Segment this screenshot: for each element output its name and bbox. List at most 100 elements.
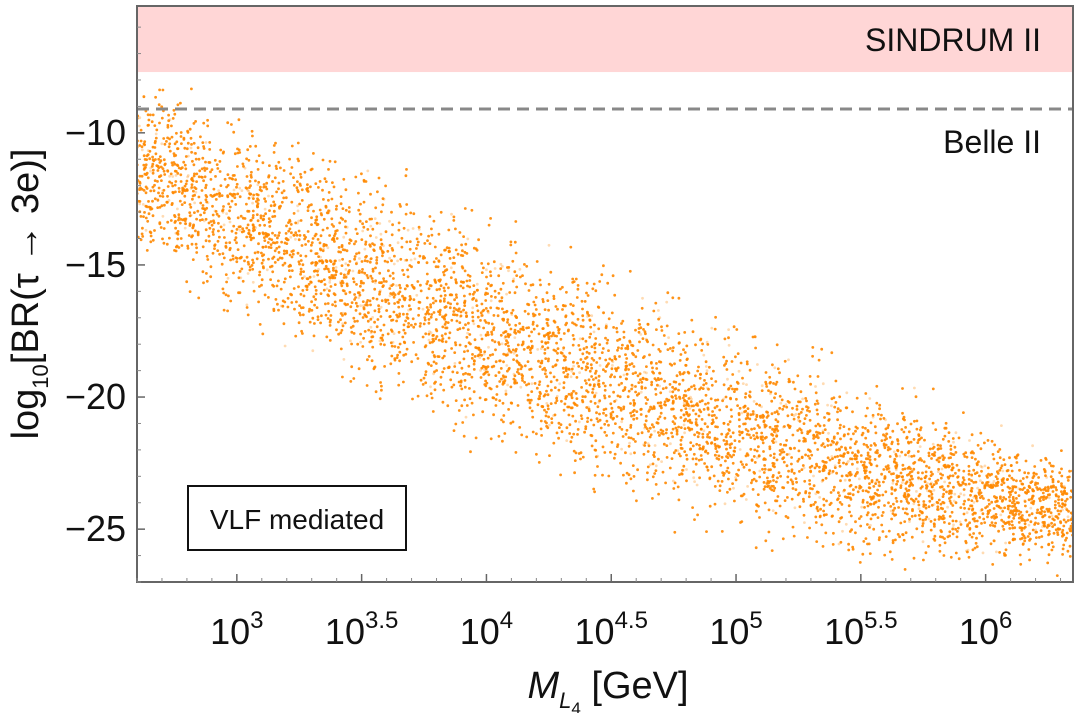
scatter-point: [430, 396, 434, 400]
scatter-point: [1055, 488, 1058, 492]
scatter-point: [325, 287, 329, 291]
scatter-point: [593, 473, 597, 477]
scatter-point: [671, 346, 675, 349]
scatter-point: [943, 541, 947, 545]
scatter-point: [248, 179, 252, 183]
scatter-point: [201, 218, 204, 222]
scatter-point: [154, 132, 158, 136]
scatter-point: [519, 275, 522, 279]
scatter-point: [377, 304, 380, 308]
scatter-point: [970, 499, 974, 502]
scatter-point: [258, 273, 261, 277]
scatter-point: [149, 234, 153, 238]
scatter-point: [572, 449, 576, 453]
scatter-point: [611, 274, 615, 278]
scatter-point: [326, 267, 330, 271]
scatter-point: [484, 333, 488, 337]
scatter-point: [608, 395, 611, 398]
scatter-point: [768, 486, 772, 490]
scatter-point: [1023, 539, 1027, 543]
scatter-point: [568, 351, 572, 355]
scatter-point: [151, 199, 154, 203]
scatter-point: [597, 379, 601, 382]
scatter-point: [758, 403, 761, 407]
scatter-point: [529, 346, 533, 350]
scatter-point: [727, 328, 730, 331]
scatter-point: [234, 256, 238, 260]
scatter-point: [545, 424, 548, 428]
scatter-point: [590, 345, 594, 349]
scatter-point: [609, 450, 612, 454]
scatter-point: [998, 456, 1002, 460]
scatter-point: [431, 296, 435, 300]
scatter-point: [478, 325, 482, 329]
scatter-point: [251, 229, 255, 233]
scatter-point: [809, 450, 812, 453]
scatter-point: [162, 137, 166, 140]
scatter-point: [283, 344, 287, 348]
scatter-point: [138, 180, 142, 184]
scatter-point: [903, 568, 907, 571]
scatter-point: [786, 496, 789, 499]
scatter-point: [630, 383, 634, 387]
scatter-point: [557, 388, 561, 392]
scatter-point: [686, 426, 690, 430]
scatter-point: [332, 225, 335, 228]
scatter-point: [166, 123, 170, 127]
scatter-point: [869, 421, 873, 425]
scatter-point: [296, 251, 300, 255]
scatter-point: [171, 190, 175, 194]
scatter-point: [828, 503, 832, 506]
scatter-point: [603, 388, 607, 392]
scatter-point: [427, 287, 431, 291]
scatter-point: [632, 413, 636, 417]
scatter-point: [794, 488, 798, 491]
scatter-point: [1017, 501, 1020, 505]
scatter-point: [428, 242, 432, 246]
scatter-point: [433, 388, 437, 392]
scatter-point: [941, 495, 945, 498]
scatter-point: [1001, 509, 1005, 513]
scatter-point: [539, 347, 543, 350]
scatter-point: [319, 255, 322, 259]
scatter-point: [215, 212, 219, 216]
scatter-point: [504, 392, 508, 396]
scatter-point: [147, 212, 151, 216]
scatter-point: [167, 145, 171, 149]
scatter-point: [422, 322, 426, 326]
scatter-point: [703, 422, 707, 426]
scatter-point: [248, 192, 252, 196]
scatter-point: [875, 478, 879, 482]
scatter-point: [261, 245, 265, 249]
scatter-point: [786, 475, 790, 479]
scatter-point: [587, 314, 591, 317]
scatter-point: [662, 334, 666, 337]
scatter-point: [672, 487, 676, 490]
scatter-point: [171, 163, 175, 167]
scatter-point: [235, 185, 238, 189]
scatter-point: [678, 359, 682, 362]
scatter-point: [701, 435, 705, 439]
scatter-point: [455, 319, 459, 323]
scatter-point: [731, 373, 735, 376]
scatter-point: [844, 406, 848, 410]
scatter-point: [827, 471, 831, 475]
scatter-point: [168, 118, 172, 122]
scatter-point: [150, 120, 154, 124]
scatter-point: [942, 488, 946, 492]
scatter-point: [176, 147, 180, 151]
scatter-point: [334, 273, 338, 277]
scatter-point: [890, 472, 893, 476]
scatter-point: [451, 370, 455, 374]
scatter-point: [781, 537, 785, 541]
scatter-point: [1008, 541, 1011, 545]
scatter-point: [697, 414, 701, 418]
scatter-point: [419, 283, 422, 287]
scatter-point: [1031, 444, 1034, 448]
scatter-point: [942, 492, 945, 496]
scatter-point: [1004, 541, 1007, 545]
scatter-point: [631, 372, 635, 375]
scatter-point: [395, 319, 398, 323]
scatter-point: [217, 189, 221, 193]
scatter-point: [462, 308, 465, 312]
